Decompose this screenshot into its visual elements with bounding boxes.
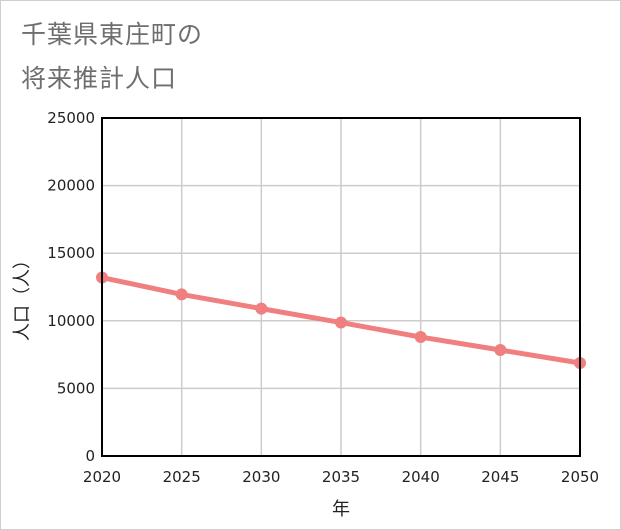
grid-lines: [101, 117, 581, 457]
y-tick-label: 0: [85, 447, 95, 465]
data-point[interactable]: [175, 288, 188, 301]
data-point[interactable]: [335, 316, 347, 329]
y-tick-label: 20000: [47, 177, 95, 195]
x-axis-label: 年: [332, 499, 350, 520]
y-tick-label: 25000: [47, 109, 95, 127]
plot-area-border: [101, 117, 581, 457]
x-tick-label: 2050: [561, 468, 599, 486]
y-tick-label: 15000: [47, 244, 95, 262]
y-tick-label: 10000: [47, 312, 95, 330]
chart-title-line-2: 将来推計人口: [21, 64, 178, 93]
x-tick-label: 2040: [402, 468, 440, 486]
y-axis-label: 人口（人）: [12, 251, 33, 341]
x-tick-label: 2025: [163, 468, 201, 486]
x-tick-label: 2030: [242, 468, 280, 486]
tick-labels: 0 5000 10000 15000 20000 25000 2020 2025 2030 203…: [47, 109, 599, 486]
x-tick-label: 2020: [83, 468, 121, 486]
data-point[interactable]: [255, 302, 268, 315]
x-tick-label: 2045: [481, 468, 519, 486]
chart-title-line-1: 千葉県東庄町の: [21, 20, 204, 49]
y-tick-label: 5000: [57, 379, 95, 397]
x-tick-label: 2035: [322, 468, 360, 486]
data-point[interactable]: [494, 344, 507, 357]
data-point[interactable]: [414, 331, 427, 344]
